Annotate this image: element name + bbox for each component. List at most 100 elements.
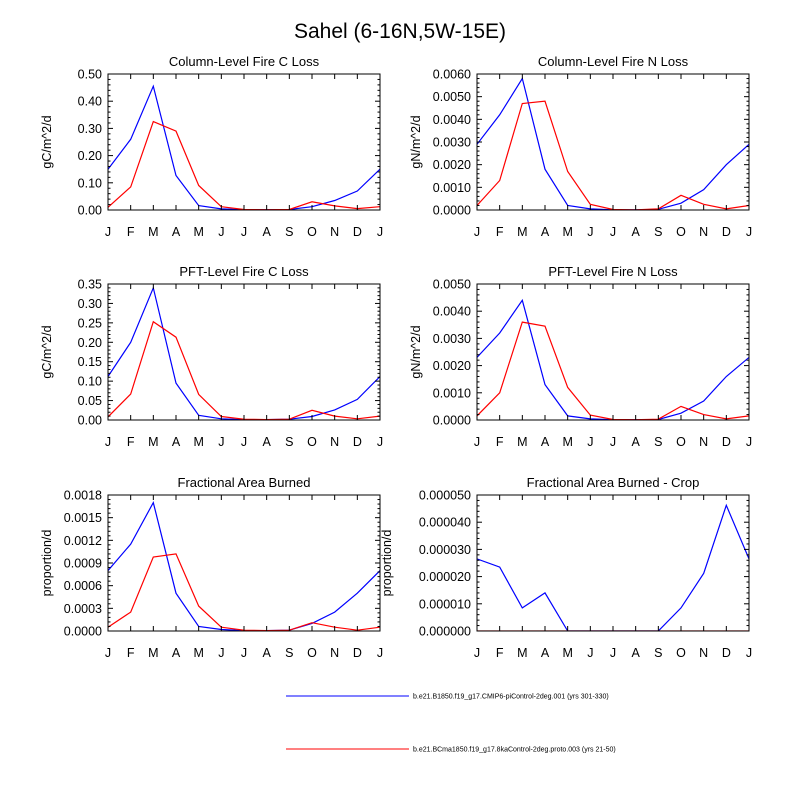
- x-tick-label: A: [172, 646, 181, 660]
- y-tick-label: 0.0010: [433, 181, 471, 195]
- x-tick-label: O: [676, 646, 686, 660]
- x-tick-label: F: [127, 435, 135, 449]
- series-group: [477, 76, 749, 210]
- x-tick-label: S: [285, 646, 293, 660]
- plot-frame: [476, 73, 750, 211]
- y-axis-label: gN/m^2/d: [409, 325, 423, 378]
- x-tick-label: D: [353, 646, 362, 660]
- plot-frame: [476, 283, 750, 421]
- x-tick-label: D: [722, 225, 731, 239]
- x-tick-label: M: [517, 646, 527, 660]
- x-tick-label: J: [587, 435, 593, 449]
- x-tick-label: M: [517, 225, 527, 239]
- x-tick-label: S: [285, 225, 293, 239]
- x-tick-label: A: [631, 435, 640, 449]
- y-tick-label: 0.0000: [433, 414, 471, 428]
- x-tick-label: N: [330, 435, 339, 449]
- y-tick-label: 0.0006: [64, 579, 102, 593]
- y-tick-label: 0.000020: [419, 570, 471, 584]
- y-tick-label: 0.0030: [433, 332, 471, 346]
- x-tick-label: M: [562, 435, 572, 449]
- x-tick-label: M: [148, 435, 158, 449]
- y-tick-label: 0.00: [78, 414, 102, 428]
- series-line-1: [477, 503, 749, 631]
- legend-label: b.e21.BCma1850.f19_g17.8kaControl-2deg.p…: [413, 747, 616, 754]
- y-axis-label: proportion/d: [380, 530, 394, 597]
- x-tick-label: A: [631, 225, 640, 239]
- x-tick-label: M: [148, 646, 158, 660]
- x-tick-label: O: [676, 435, 686, 449]
- x-tick-label: M: [193, 435, 203, 449]
- x-tick-label: J: [474, 225, 480, 239]
- x-tick-label: M: [517, 435, 527, 449]
- x-tick-label: J: [377, 646, 383, 660]
- y-tick-label: 0.0060: [433, 68, 471, 82]
- x-tick-label: N: [699, 435, 708, 449]
- x-tick-label: J: [241, 225, 247, 239]
- x-tick-label: J: [241, 646, 247, 660]
- x-tick-label: M: [562, 225, 572, 239]
- x-tick-label: F: [127, 225, 135, 239]
- x-tick-label: J: [377, 225, 383, 239]
- y-tick-label: 0.0040: [433, 113, 471, 127]
- y-tick-label: 0.10: [78, 176, 102, 190]
- y-tick-label: 0.25: [78, 316, 102, 330]
- legend-label: b.e21.B1850.f19_g17.CMIP6-piControl-2deg…: [413, 694, 609, 701]
- series-line-1: [108, 285, 380, 420]
- x-tick-label: J: [377, 435, 383, 449]
- x-tick-label: J: [587, 225, 593, 239]
- series-group: [108, 84, 380, 210]
- series-line-2: [477, 321, 749, 420]
- y-axis-label: gC/m^2/d: [40, 115, 54, 168]
- x-tick-label: J: [241, 435, 247, 449]
- series-line-1: [477, 298, 749, 420]
- y-tick-label: 0.000040: [419, 516, 471, 530]
- x-tick-label: J: [587, 646, 593, 660]
- x-tick-label: J: [746, 225, 752, 239]
- y-tick-label: 0.000050: [419, 489, 471, 503]
- x-tick-label: J: [105, 435, 111, 449]
- series-group: [108, 500, 380, 631]
- series-group: [477, 298, 749, 420]
- y-tick-label: 0.0000: [64, 625, 102, 639]
- x-tick-label: N: [699, 646, 708, 660]
- series-line-2: [108, 120, 380, 210]
- x-tick-label: S: [285, 435, 293, 449]
- legend-item-2: b.e21.BCma1850.f19_g17.8kaControl-2deg.p…: [286, 747, 616, 754]
- x-tick-label: J: [105, 646, 111, 660]
- y-tick-label: 0.35: [78, 278, 102, 292]
- x-tick-label: J: [474, 646, 480, 660]
- x-tick-label: D: [722, 435, 731, 449]
- y-tick-label: 0.05: [78, 394, 102, 408]
- y-tick-label: 0.0050: [433, 90, 471, 104]
- y-tick-label: 0.0015: [64, 511, 102, 525]
- x-tick-label: N: [330, 646, 339, 660]
- x-tick-label: A: [172, 435, 181, 449]
- x-tick-label: F: [496, 646, 504, 660]
- y-tick-label: 0.0020: [433, 359, 471, 373]
- panel-title: Fractional Area Burned - Crop: [527, 475, 700, 490]
- x-tick-label: D: [353, 225, 362, 239]
- x-tick-label: N: [699, 225, 708, 239]
- y-tick-label: 0.15: [78, 355, 102, 369]
- chart-panel-6: Fractional Area Burned - Crop proportion/…: [380, 475, 752, 660]
- legend-item-1: b.e21.B1850.f19_g17.CMIP6-piControl-2deg…: [286, 694, 609, 701]
- x-tick-label: M: [193, 225, 203, 239]
- series-line-2: [108, 320, 380, 420]
- series-line-1: [477, 76, 749, 210]
- series-group: [108, 285, 380, 420]
- x-tick-label: J: [746, 646, 752, 660]
- x-tick-label: S: [654, 435, 662, 449]
- x-tick-label: N: [330, 225, 339, 239]
- x-tick-label: J: [610, 435, 616, 449]
- series-line-2: [108, 553, 380, 631]
- y-tick-label: 0.50: [78, 68, 102, 82]
- y-tick-label: 0.0010: [433, 386, 471, 400]
- x-tick-label: D: [722, 646, 731, 660]
- y-tick-label: 0.0030: [433, 136, 471, 150]
